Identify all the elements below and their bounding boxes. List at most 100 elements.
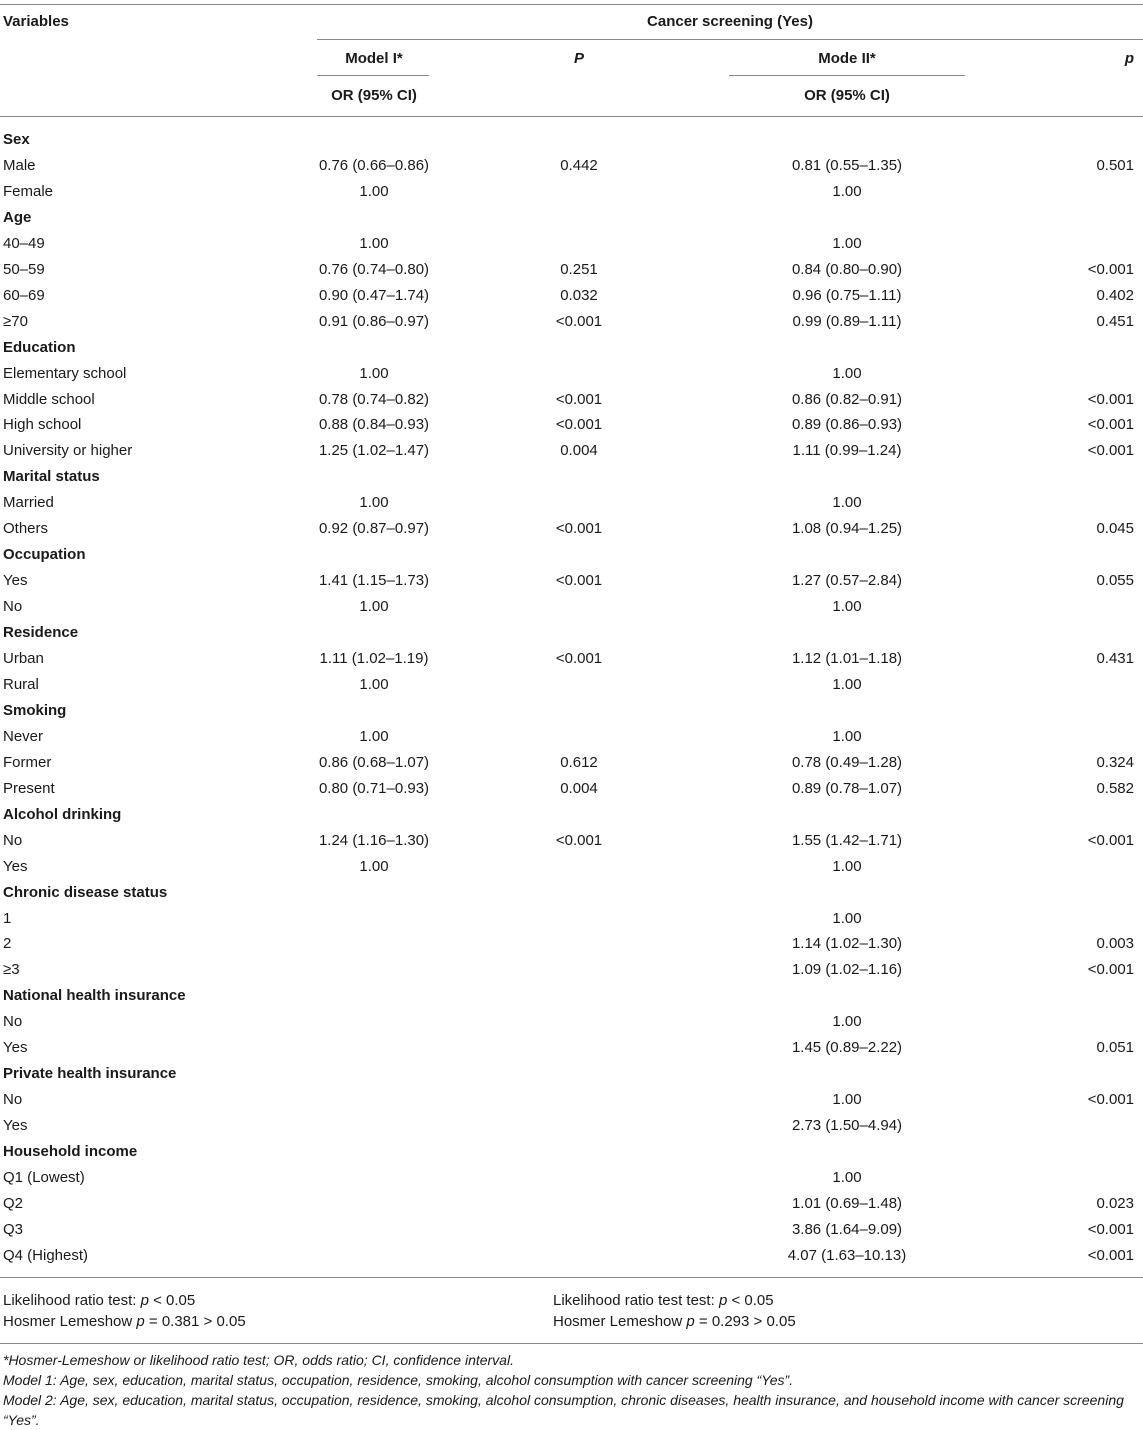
model1-p-cell: <0.001 [555, 832, 603, 849]
header-or1: OR (95% CI) [331, 87, 417, 104]
model2-p-cell: <0.001 [1087, 391, 1134, 408]
row-label: 50–59 [3, 261, 45, 278]
model2-p-cell: <0.001 [1087, 261, 1134, 278]
row-label: Female [3, 183, 54, 200]
model2-or-cell: 1.11 (0.99–1.24) [792, 442, 902, 459]
model1-or-cell: 0.88 (0.84–0.93) [318, 416, 430, 433]
model2-p-cell: <0.001 [1087, 1091, 1134, 1108]
model1-or-cell: 1.00 [359, 728, 389, 745]
header-p2: p [1124, 50, 1134, 67]
model2-or-cell: 1.00 [832, 365, 862, 382]
header-model2: Mode II* [818, 50, 876, 67]
model1-or-cell: 1.00 [359, 494, 389, 511]
model2-or-cell: 1.08 (0.94–1.25) [791, 520, 903, 537]
row-label: Yes [3, 858, 28, 875]
header-model1: Model I* [345, 50, 403, 67]
stat-text: = 0.381 > 0.05 [144, 1313, 246, 1330]
model2-p-cell: <0.001 [1087, 416, 1134, 433]
row-label: Male [3, 157, 36, 174]
row-label: No [3, 1091, 23, 1108]
model2-p-cell: 0.324 [1096, 754, 1134, 771]
section-heading: Age [3, 209, 32, 226]
model1-p-cell: <0.001 [555, 313, 603, 330]
model1-or-cell: 1.00 [359, 598, 389, 615]
table-top-rule [0, 4, 1143, 5]
model2-p-cell: 0.003 [1096, 935, 1134, 952]
model2-or-cell: 1.00 [832, 728, 862, 745]
model1-or-cell: 0.92 (0.87–0.97) [318, 520, 430, 537]
model2-lr-test: Likelihood ratio test test: p < 0.05 [553, 1292, 774, 1310]
row-label: 60–69 [3, 287, 45, 304]
model2-or-cell: 1.00 [832, 1091, 862, 1108]
model2-or-cell: 0.81 (0.55–1.35) [791, 157, 903, 174]
model2-or-cell: 0.96 (0.75–1.11) [792, 287, 902, 304]
model2-p-cell: 0.055 [1096, 572, 1134, 589]
model2-or-cell: 1.14 (1.02–1.30) [791, 935, 903, 952]
model1-or-cell: 0.91 (0.86–0.97) [318, 313, 430, 330]
model1-or-cell: 0.76 (0.74–0.80) [318, 261, 430, 278]
stat-p-symbol: p [140, 1292, 149, 1309]
model2-p-cell: <0.001 [1087, 1221, 1134, 1238]
header-model2-rule [729, 75, 965, 76]
model1-or-cell: 1.00 [359, 365, 389, 382]
model2-or-cell: 1.00 [832, 910, 862, 927]
model2-p-cell: 0.023 [1096, 1195, 1134, 1212]
row-label: Urban [3, 650, 44, 667]
model2-or-cell: 1.01 (0.69–1.48) [791, 1195, 903, 1212]
model2-or-cell: 0.99 (0.89–1.11) [792, 313, 902, 330]
model2-or-cell: 1.00 [832, 183, 862, 200]
model2-or-cell: 0.89 (0.78–1.07) [791, 780, 903, 797]
row-label: 1 [3, 910, 12, 927]
model2-or-cell: 0.86 (0.82–0.91) [791, 391, 903, 408]
model1-or-cell: 1.25 (1.02–1.47) [318, 442, 430, 459]
section-heading: Education [3, 339, 76, 356]
row-label: Former [3, 754, 52, 771]
row-label: Rural [3, 676, 39, 693]
model2-or-cell: 0.78 (0.49–1.28) [791, 754, 903, 771]
model2-or-cell: 1.00 [832, 494, 862, 511]
row-label: University or higher [3, 442, 133, 459]
row-label: Elementary school [3, 365, 127, 382]
row-label: Present [3, 780, 55, 797]
stat-text: < 0.05 [148, 1292, 196, 1309]
model2-p-cell: <0.001 [1087, 442, 1134, 459]
model2-or-cell: 1.09 (1.02–1.16) [791, 961, 903, 978]
row-label: Never [3, 728, 44, 745]
model2-p-cell: 0.402 [1096, 287, 1134, 304]
model2-or-cell: 1.00 [832, 676, 862, 693]
model1-or-cell: 1.11 (1.02–1.19) [319, 650, 429, 667]
section-heading: Alcohol drinking [3, 806, 122, 823]
stat-p-symbol: p [718, 1292, 728, 1309]
row-label: Q1 (Lowest) [3, 1169, 85, 1186]
model1-or-cell: 0.90 (0.47–1.74) [318, 287, 430, 304]
model2-or-cell: 0.84 (0.80–0.90) [791, 261, 903, 278]
row-label: No [3, 832, 23, 849]
model2-p-cell: 0.501 [1096, 157, 1134, 174]
model2-or-cell: 4.07 (1.63–10.13) [787, 1247, 907, 1264]
section-heading: Residence [3, 624, 79, 641]
model1-or-cell: 1.41 (1.15–1.73) [318, 572, 430, 589]
model2-or-cell: 1.45 (0.89–2.22) [791, 1039, 903, 1056]
model1-lr-test: Likelihood ratio test: p < 0.05 [3, 1292, 195, 1310]
row-label: Q3 [3, 1221, 24, 1238]
model2-or-cell: 2.73 (1.50–4.94) [791, 1117, 903, 1134]
model2-p-cell: <0.001 [1087, 1247, 1134, 1264]
row-label: Yes [3, 1117, 28, 1134]
table-bottom-rule [0, 1277, 1143, 1278]
model2-or-cell: 1.27 (0.57–2.84) [791, 572, 903, 589]
model1-p-cell: 0.004 [560, 780, 598, 797]
row-label: 2 [3, 935, 12, 952]
model1-or-cell: 1.00 [359, 676, 389, 693]
model2-or-cell: 1.55 (1.42–1.71) [791, 832, 903, 849]
row-label: High school [3, 416, 82, 433]
model1-or-cell: 1.24 (1.16–1.30) [318, 832, 430, 849]
header-p1: P [573, 50, 584, 67]
model1-p-cell: 0.004 [560, 442, 598, 459]
header-group: Cancer screening (Yes) [647, 13, 813, 30]
model1-p-cell: <0.001 [555, 416, 603, 433]
model1-p-cell: 0.442 [560, 157, 598, 174]
footnote-rule [0, 1343, 1143, 1344]
row-label: Q4 (Highest) [3, 1247, 89, 1264]
row-label: Q2 [3, 1195, 24, 1212]
row-label: Married [3, 494, 54, 511]
